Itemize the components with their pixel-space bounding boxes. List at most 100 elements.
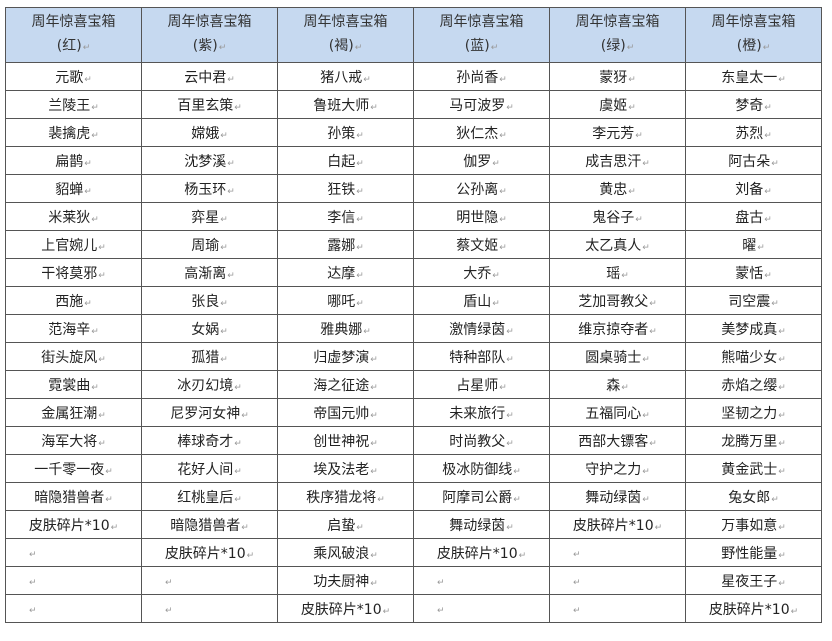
- table-row: 米莱狄 弈星 李信 明世隐 鬼谷子 盘古: [5, 202, 822, 231]
- table-cell: 张良: [141, 286, 278, 315]
- cell-text: 暗隐猎兽者: [170, 518, 249, 534]
- column-header: 周年惊喜宝箱 (绿): [549, 7, 686, 63]
- table-cell: 花好人间: [141, 454, 278, 483]
- cell-text: 皮肤碎片*10: [301, 602, 390, 618]
- cell-text: 刘备: [735, 182, 772, 198]
- cell-text: 归虚梦演: [313, 350, 378, 366]
- table-cell: [549, 566, 686, 595]
- table-cell: 云中君: [141, 62, 278, 91]
- cell-text: 东皇太一: [721, 70, 786, 86]
- cell-text: 苏烈: [735, 126, 772, 142]
- table-cell: 皮肤碎片*10: [685, 594, 822, 623]
- table-row: 功夫厨神 星夜王子: [5, 566, 822, 595]
- cell-text: 哪吒: [327, 294, 364, 310]
- cell-text: 李元芳: [592, 126, 643, 142]
- table-cell: 街头旋风: [5, 342, 142, 371]
- table-cell: 百里玄策: [141, 90, 278, 119]
- header-title: 周年惊喜宝箱: [303, 14, 388, 30]
- cell-text: [572, 545, 581, 561]
- table-cell: 创世神祝: [277, 426, 414, 455]
- header-color: (红): [6, 34, 141, 60]
- cell-text: 雅典娜: [320, 322, 371, 338]
- table-cell: 守护之力: [549, 454, 686, 483]
- cell-text: 熊喵少女: [721, 350, 786, 366]
- table-cell: 蔡文姬: [413, 230, 550, 259]
- table-cell: 狄仁杰: [413, 118, 550, 147]
- table-cell: 刘备: [685, 174, 822, 203]
- column-header: 周年惊喜宝箱 (橙): [685, 7, 822, 63]
- cell-text: 范海辛: [48, 322, 99, 338]
- header-color: (蓝): [414, 34, 549, 60]
- table-cell: 马可波罗: [413, 90, 550, 119]
- table-cell: 舞动绿茵: [413, 510, 550, 539]
- table-cell: 孤猎: [141, 342, 278, 371]
- cell-text: 孙尚香: [456, 70, 507, 86]
- table-cell: 太乙真人: [549, 230, 686, 259]
- cell-text: 万事如意: [721, 518, 786, 534]
- table-cell: 熊喵少女: [685, 342, 822, 371]
- cell-text: 未来旅行: [449, 406, 514, 422]
- table-row: 金属狂潮 尼罗河女神 帝国元帅 未来旅行 五福同心 坚韧之力: [5, 398, 822, 427]
- table-cell: 时尚教父: [413, 426, 550, 455]
- table-cell: 星夜王子: [685, 566, 822, 595]
- table-cell: 雅典娜: [277, 314, 414, 343]
- header-color: (橙): [686, 34, 821, 60]
- cell-text: 霓裳曲: [48, 378, 99, 394]
- cell-text: 皮肤碎片*10: [165, 546, 254, 562]
- column-header: 周年惊喜宝箱 (蓝): [413, 7, 550, 63]
- cell-text: 极冰防御线: [442, 462, 521, 478]
- table-cell: 元歌: [5, 62, 142, 91]
- cell-text: 帝国元帅: [313, 406, 378, 422]
- table-cell: 蒙犽: [549, 62, 686, 91]
- table-cell: 暗隐猎兽者: [5, 482, 142, 511]
- cell-text: 瑶: [606, 266, 629, 282]
- table-cell: 特种部队: [413, 342, 550, 371]
- table-cell: 帝国元帅: [277, 398, 414, 427]
- cell-text: 皮肤碎片*10: [29, 518, 118, 534]
- table-cell: 万事如意: [685, 510, 822, 539]
- cell-text: 嫦娥: [191, 126, 228, 142]
- cell-text: [28, 545, 37, 561]
- table-row: 霓裳曲 冰刃幻境 海之征途 占星师 森 赤焰之缨: [5, 370, 822, 399]
- cell-text: 乘风破浪: [313, 546, 378, 562]
- table-cell: 嫦娥: [141, 118, 278, 147]
- header-title: 周年惊喜宝箱: [167, 14, 252, 30]
- table-cell: 阿古朵: [685, 146, 822, 175]
- table-cell: 一千零一夜: [5, 454, 142, 483]
- table-row: 海军大将 棒球奇才 创世神祝 时尚教父 西部大镖客 龙腾万里: [5, 426, 822, 455]
- cell-text: 元歌: [55, 70, 92, 86]
- header-color: (褐): [278, 34, 413, 60]
- table-cell: 干将莫邪: [5, 258, 142, 287]
- table-cell: 盘古: [685, 202, 822, 231]
- cell-text: 西施: [55, 294, 92, 310]
- table-cell: 圆桌骑士: [549, 342, 686, 371]
- table-row: 扁鹊 沈梦溪 白起 伽罗 成吉思汗 阿古朵: [5, 146, 822, 175]
- cell-text: 皮肤碎片*10: [709, 602, 798, 618]
- cell-text: 激情绿茵: [449, 322, 514, 338]
- table-cell: 埃及法老: [277, 454, 414, 483]
- table-cell: 皮肤碎片*10: [413, 538, 550, 567]
- cell-text: 高渐离: [184, 266, 235, 282]
- table-row: 皮肤碎片*10 暗隐猎兽者 启蛰 舞动绿茵 皮肤碎片*10 万事如意: [5, 510, 822, 539]
- table-row: 皮肤碎片*10 乘风破浪 皮肤碎片*10 野性能量: [5, 538, 822, 567]
- cell-text: 虞姬: [599, 98, 636, 114]
- table-cell: 曜: [685, 230, 822, 259]
- cell-text: 街头旋风: [41, 350, 106, 366]
- cell-text: 时尚教父: [449, 434, 514, 450]
- table-row: 干将莫邪 高渐离 达摩 大乔 瑶 蒙恬: [5, 258, 822, 287]
- cell-text: [436, 573, 445, 589]
- table-cell: 占星师: [413, 370, 550, 399]
- table-cell: 海之征途: [277, 370, 414, 399]
- table-cell: 龙腾万里: [685, 426, 822, 455]
- table-cell: 蒙恬: [685, 258, 822, 287]
- cell-text: 蒙犽: [599, 70, 636, 86]
- cell-text: 创世神祝: [313, 434, 378, 450]
- cell-text: 成吉思汗: [585, 154, 650, 170]
- table-cell: 兔女郎: [685, 482, 822, 511]
- table-cell: 上官婉儿: [5, 230, 142, 259]
- table-row: 皮肤碎片*10 皮肤碎片*10: [5, 594, 822, 623]
- table-cell: 裴擒虎: [5, 118, 142, 147]
- cell-text: 黄忠: [599, 182, 636, 198]
- table-cell: 猪八戒: [277, 62, 414, 91]
- table-cell: 黄金武士: [685, 454, 822, 483]
